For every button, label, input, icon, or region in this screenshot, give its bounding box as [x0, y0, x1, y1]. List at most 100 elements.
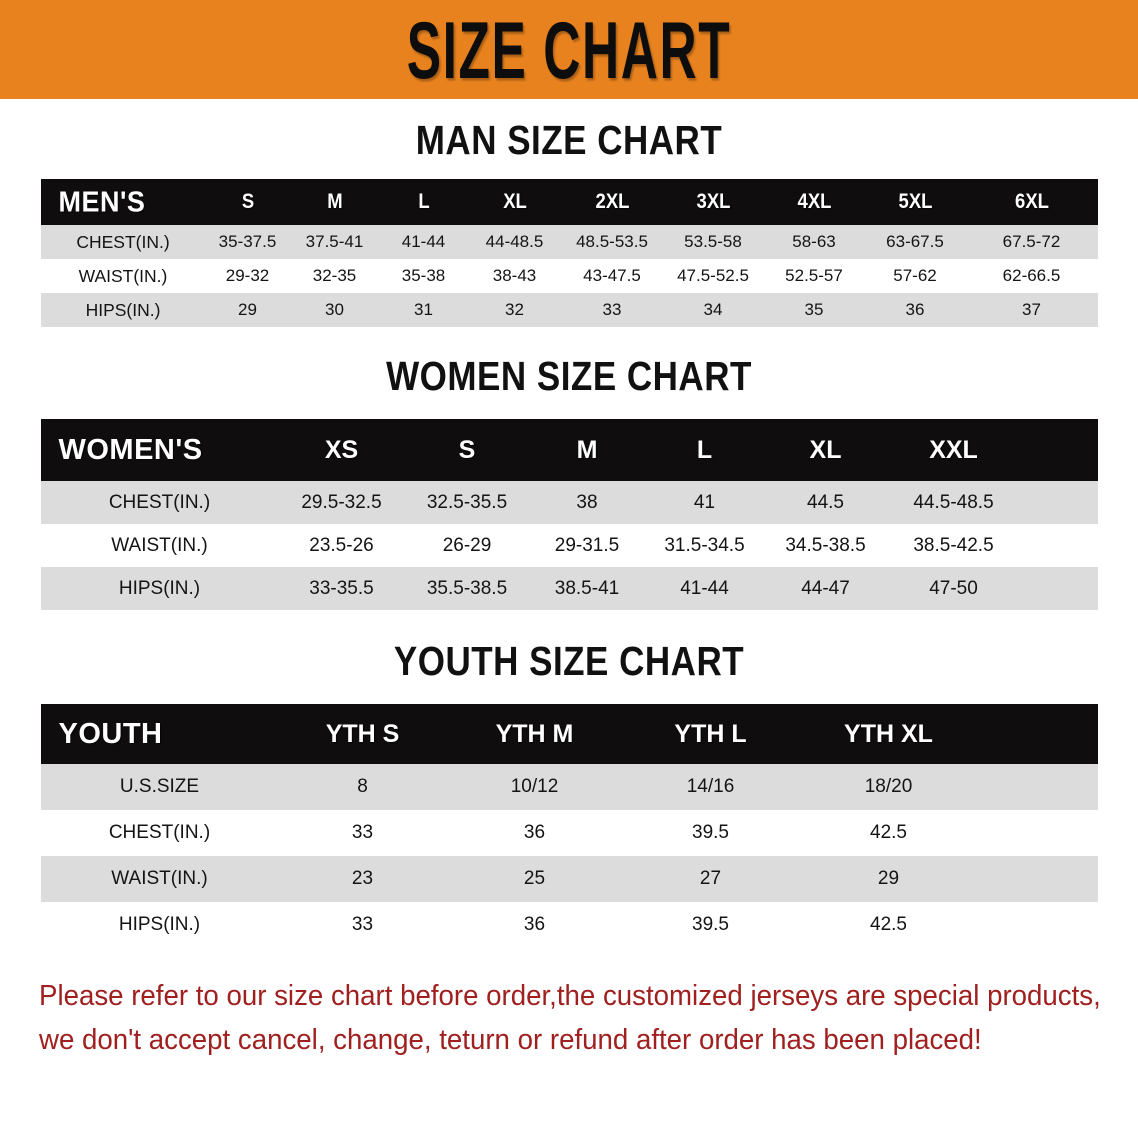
women-hips-xxl: 47-50	[929, 577, 978, 599]
man-waist-2xl: 43-47.5	[583, 266, 641, 285]
youth-row-label-hips: HIPS(IN.)	[118, 914, 201, 935]
man-chest-2xl: 48.5-53.5	[576, 232, 648, 251]
women-size-header-l: L	[696, 435, 713, 464]
women-chest-xxl: 44.5-48.5	[913, 491, 994, 513]
man-section-title: MAN SIZE CHART	[415, 117, 723, 164]
man-hips-5xl: 36	[905, 300, 925, 319]
women-hips-s: 35.5-38.5	[426, 577, 508, 599]
man-chest-xl: 44-48.5	[485, 232, 544, 251]
women-section-title: WOMEN SIZE CHART	[386, 353, 752, 400]
man-hips-3xl: 34	[703, 300, 723, 319]
table-row: CHEST(IN.) 33 36 39.5 42.5	[40, 810, 1098, 856]
man-waist-3xl: 47.5-52.5	[677, 266, 749, 285]
table-row: CHEST(IN.) 29.5-32.5 32.5-35.5 38 41 44.…	[40, 481, 1098, 524]
page-title: SIZE CHART	[406, 4, 732, 95]
youth-waist-m: 25	[523, 868, 546, 889]
youth-row-label-waist: WAIST(IN.)	[111, 868, 208, 889]
table-row: WAIST(IN.) 23 25 27 29	[40, 856, 1098, 902]
women-size-header-xs: XS	[324, 435, 359, 464]
youth-chest-s: 33	[351, 822, 374, 843]
women-hips-xs: 33-35.5	[309, 577, 374, 599]
women-size-header-xl: XL	[809, 435, 842, 464]
page-banner: SIZE CHART	[0, 0, 1138, 99]
women-chest-xs: 29.5-32.5	[301, 491, 382, 513]
youth-us-size-m: 10/12	[510, 776, 559, 797]
man-waist-4xl: 52.5-57	[785, 266, 843, 285]
man-size-header-xl: XL	[502, 190, 527, 213]
youth-brand-label: YOUTH	[58, 717, 163, 750]
table-row: HIPS(IN.) 29 30 31 32 33 34 35 36 37	[40, 293, 1098, 327]
women-row-label-waist: WAIST(IN.)	[111, 534, 208, 556]
disclaimer-line-2: we don't accept cancel, change, teturn o…	[39, 1024, 982, 1056]
youth-waist-spacer	[979, 856, 1098, 902]
man-header-row: MEN'S S M L XL 2XL 3XL 4XL 5XL 6XL	[40, 179, 1098, 225]
youth-us-size-xl: 18/20	[864, 776, 913, 797]
man-size-header-l: L	[417, 190, 430, 213]
women-row-label-chest: CHEST(IN.)	[108, 491, 211, 513]
youth-size-table: YOUTH YTH S YTH M YTH L YTH XL U.S.SIZE …	[40, 704, 1098, 948]
man-hips-xl: 32	[505, 300, 524, 319]
women-size-header-xxl: XXL	[929, 435, 978, 464]
man-size-header-2xl: 2XL	[595, 190, 629, 213]
women-size-header-m: M	[576, 435, 598, 464]
table-row: WAIST(IN.) 23.5-26 26-29 29-31.5 31.5-34…	[40, 524, 1098, 567]
youth-row-label-chest: CHEST(IN.)	[108, 822, 211, 843]
man-chest-m: 37.5-41	[305, 232, 364, 251]
youth-row-label-us-size: U.S.SIZE	[119, 776, 200, 797]
women-size-table: WOMEN'S XS S M L XL XXL CHEST(IN.) 29.5-…	[40, 419, 1098, 610]
women-chest-xl: 44.5	[807, 491, 844, 513]
man-hips-2xl: 33	[602, 300, 622, 319]
women-size-table-wrapper: WOMEN'S XS S M L XL XXL CHEST(IN.) 29.5-…	[40, 419, 1098, 610]
table-row: HIPS(IN.) 33 36 39.5 42.5	[40, 902, 1098, 948]
man-hips-s: 29	[238, 300, 257, 319]
youth-chest-spacer	[979, 810, 1098, 856]
man-chest-3xl: 53.5-58	[684, 232, 742, 251]
man-waist-xl: 38-43	[492, 266, 537, 285]
man-chest-5xl: 63-67.5	[886, 232, 944, 251]
youth-size-header-s: YTH S	[325, 719, 400, 748]
youth-hips-s: 33	[351, 914, 374, 935]
man-size-header-6xl: 6XL	[1014, 190, 1049, 213]
man-waist-l: 35-38	[401, 266, 446, 285]
youth-chest-xl: 42.5	[870, 822, 907, 843]
man-hips-6xl: 37	[1022, 300, 1041, 319]
man-hips-m: 30	[325, 300, 344, 319]
youth-section-title: YOUTH SIZE CHART	[393, 638, 745, 685]
youth-us-size-s: 8	[357, 776, 368, 797]
women-chest-l: 41	[693, 491, 716, 513]
man-size-header-5xl: 5XL	[898, 190, 932, 213]
table-row: U.S.SIZE 8 10/12 14/16 18/20	[40, 764, 1098, 810]
man-chest-s: 35-37.5	[218, 232, 277, 251]
youth-hips-l: 39.5	[692, 914, 729, 935]
man-row-label-hips: HIPS(IN.)	[85, 299, 161, 320]
women-header-row: WOMEN'S XS S M L XL XXL	[40, 419, 1098, 481]
man-waist-m: 32-35	[312, 266, 357, 285]
man-chest-4xl: 58-63	[792, 232, 836, 251]
women-hips-xl: 44-47	[801, 577, 850, 599]
youth-waist-xl: 29	[877, 868, 900, 889]
man-size-header-4xl: 4XL	[797, 190, 831, 213]
women-header-spacer	[1021, 419, 1098, 481]
youth-size-table-wrapper: YOUTH YTH S YTH M YTH L YTH XL U.S.SIZE …	[40, 704, 1098, 948]
youth-waist-s: 23	[351, 868, 374, 889]
youth-chest-l: 39.5	[692, 822, 729, 843]
man-waist-s: 29-32	[225, 266, 270, 285]
man-size-table: MEN'S S M L XL 2XL 3XL 4XL 5XL 6XL CHEST…	[40, 179, 1098, 327]
man-size-header-s: S	[241, 190, 254, 213]
youth-chest-m: 36	[523, 822, 546, 843]
table-row: WAIST(IN.) 29-32 32-35 35-38 38-43 43-47…	[40, 259, 1098, 293]
women-waist-l: 31.5-34.5	[664, 534, 745, 556]
man-chest-6xl: 67.5-72	[1002, 232, 1061, 251]
women-chest-m: 38	[576, 491, 598, 513]
man-chest-l: 41-44	[401, 232, 446, 251]
man-size-header-m: M	[326, 190, 343, 213]
women-waist-xxl: 38.5-42.5	[913, 534, 994, 556]
women-chest-s: 32.5-35.5	[426, 491, 508, 513]
youth-hips-xl: 42.5	[870, 914, 907, 935]
man-size-header-3xl: 3XL	[696, 190, 730, 213]
man-row-label-chest: CHEST(IN.)	[76, 231, 170, 252]
women-waist-m: 29-31.5	[554, 534, 620, 556]
man-size-table-wrapper: MEN'S S M L XL 2XL 3XL 4XL 5XL 6XL CHEST…	[40, 179, 1098, 327]
women-waist-xs: 23.5-26	[309, 534, 374, 556]
women-hips-m: 38.5-41	[554, 577, 620, 599]
